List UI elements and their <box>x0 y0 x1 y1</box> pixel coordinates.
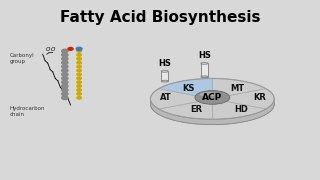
Circle shape <box>77 58 81 60</box>
Ellipse shape <box>161 71 168 72</box>
Ellipse shape <box>150 84 274 125</box>
Circle shape <box>62 84 68 88</box>
Circle shape <box>62 69 68 72</box>
Circle shape <box>77 50 81 52</box>
Polygon shape <box>150 99 274 125</box>
Text: AT: AT <box>159 93 171 102</box>
Polygon shape <box>212 99 266 119</box>
Circle shape <box>77 96 81 99</box>
Text: O: O <box>51 47 55 52</box>
Circle shape <box>77 73 81 76</box>
Text: MT: MT <box>231 84 245 93</box>
Text: KR: KR <box>253 93 266 102</box>
Ellipse shape <box>201 63 208 64</box>
Circle shape <box>77 85 81 87</box>
Text: HS: HS <box>158 59 171 68</box>
Polygon shape <box>212 78 266 99</box>
Circle shape <box>62 57 68 61</box>
Circle shape <box>62 65 68 68</box>
Polygon shape <box>159 78 212 99</box>
FancyBboxPatch shape <box>201 63 208 77</box>
Circle shape <box>77 69 81 72</box>
Text: ACP: ACP <box>202 93 222 102</box>
Circle shape <box>77 65 81 68</box>
Circle shape <box>77 54 81 56</box>
Polygon shape <box>212 89 274 109</box>
Circle shape <box>77 61 81 64</box>
Text: HD: HD <box>234 105 248 114</box>
Polygon shape <box>150 89 212 109</box>
Circle shape <box>62 96 68 100</box>
Ellipse shape <box>195 91 230 104</box>
Circle shape <box>76 47 82 50</box>
Text: KS: KS <box>182 84 195 93</box>
Circle shape <box>62 61 68 64</box>
Text: Fatty Acid Biosynthesis: Fatty Acid Biosynthesis <box>60 10 260 25</box>
Polygon shape <box>159 99 212 119</box>
Text: Hydrocarbon
chain: Hydrocarbon chain <box>9 106 45 117</box>
Circle shape <box>62 88 68 92</box>
Ellipse shape <box>201 76 208 78</box>
Text: ER: ER <box>190 105 202 114</box>
Circle shape <box>62 73 68 76</box>
Circle shape <box>62 49 68 53</box>
Ellipse shape <box>200 92 215 97</box>
Circle shape <box>62 53 68 57</box>
Circle shape <box>62 92 68 96</box>
Circle shape <box>62 80 68 84</box>
Text: Carbonyl
group: Carbonyl group <box>9 53 34 64</box>
Text: HS: HS <box>198 51 211 60</box>
Ellipse shape <box>161 80 168 82</box>
Text: O: O <box>46 47 51 52</box>
Circle shape <box>62 76 68 80</box>
Circle shape <box>77 89 81 91</box>
Circle shape <box>68 48 73 50</box>
Circle shape <box>77 77 81 80</box>
Circle shape <box>77 93 81 95</box>
Circle shape <box>77 81 81 84</box>
FancyBboxPatch shape <box>161 71 168 81</box>
